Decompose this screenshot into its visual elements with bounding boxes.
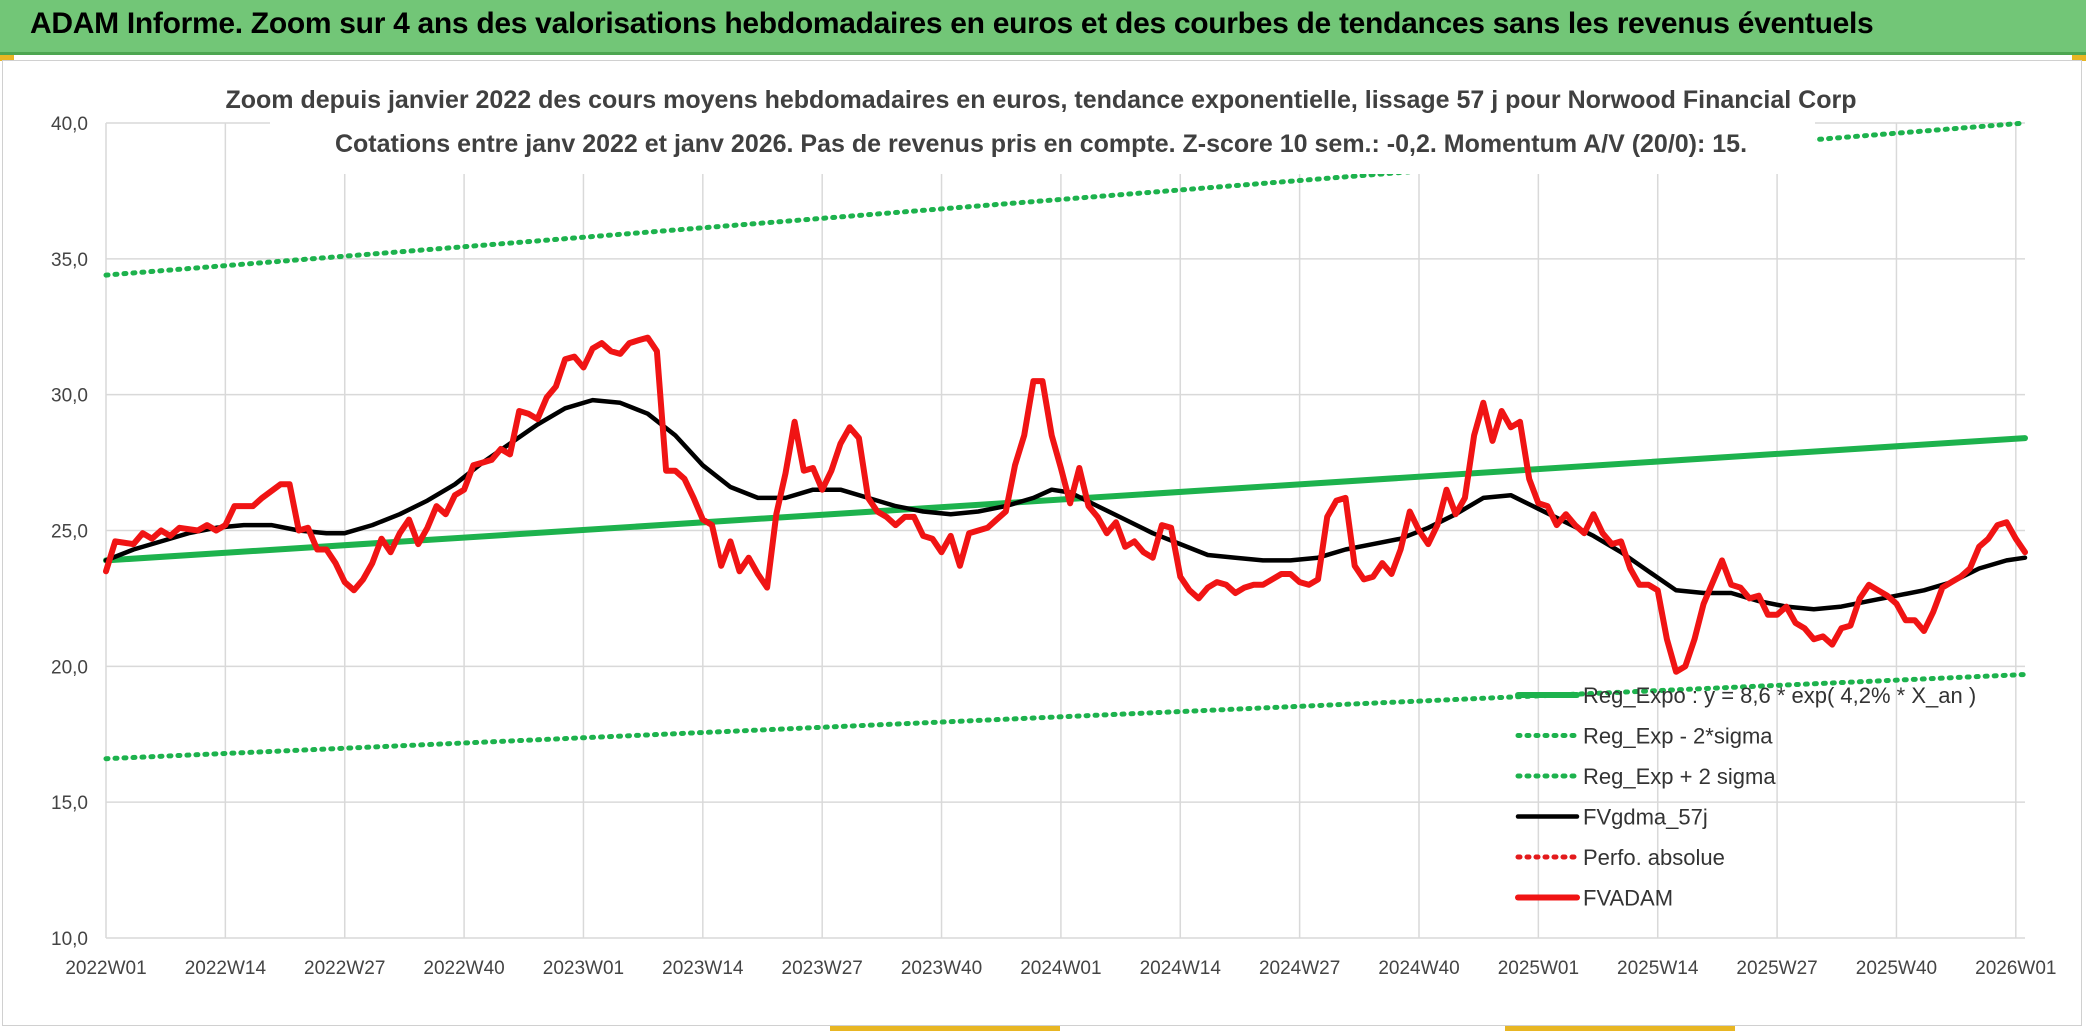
chart-title: Zoom depuis janvier 2022 des cours moyen… [225, 86, 1856, 114]
bottom-accent-left [830, 1026, 1060, 1031]
corner-accent-right [2072, 55, 2086, 61]
x-tick-label: 2024W14 [1140, 958, 1222, 979]
x-tick-label: 2025W01 [1498, 958, 1579, 979]
y-tick-label: 40,0 [51, 114, 88, 135]
x-tick-label: 2025W40 [1856, 958, 1937, 979]
series-line [103, 672, 2028, 762]
x-tick-label: 2022W01 [65, 958, 146, 979]
x-tick-label: 2024W40 [1378, 958, 1459, 979]
legend-label: Perfo. absolue [1583, 845, 1725, 870]
header-banner: ADAM Informe. Zoom sur 4 ans des valoris… [0, 0, 2086, 55]
legend-label: FVADAM [1583, 886, 1673, 911]
corner-accent-left [0, 55, 14, 61]
x-tick-label: 2023W27 [782, 958, 863, 979]
x-tick-label: 2023W01 [543, 958, 624, 979]
x-tick-label: 2023W40 [901, 958, 982, 979]
x-axis-ticks: 2022W01 2022W14 2022W27 2022W40 2023W01 2023W… [65, 958, 2056, 979]
x-tick-label: 2022W27 [304, 958, 385, 979]
x-tick-label: 2024W27 [1259, 958, 1340, 979]
y-tick-label: 35,0 [51, 250, 88, 271]
series-line [103, 435, 2028, 564]
legend-label: Reg_Exp + 2 sigma [1583, 764, 1776, 789]
chart-frame [2, 60, 2082, 1026]
legend-label: Reg_Expo : y = 8,6 * exp( 4,2% * X_an ) [1583, 683, 1976, 708]
title-background [270, 78, 1815, 174]
y-tick-label: 10,0 [51, 929, 88, 950]
y-tick-label: 15,0 [51, 793, 88, 814]
bottom-accent-right [1505, 1026, 1735, 1031]
banner-title: ADAM Informe. Zoom sur 4 ans des valoris… [30, 7, 1874, 40]
chart-subtitle: Cotations entre janv 2022 et janv 2026. … [335, 130, 1747, 158]
legend: Reg_Expo : y = 8,6 * exp( 4,2% * X_an ) R… [1515, 683, 1976, 911]
x-tick-label: 2024W01 [1020, 958, 1101, 979]
gridlines [105, 122, 2025, 939]
series-lines [103, 120, 2028, 762]
series-line [103, 397, 2028, 612]
series-line [103, 334, 2028, 675]
y-tick-label: 25,0 [51, 522, 88, 543]
y-tick-label: 20,0 [51, 657, 88, 678]
x-tick-label: 2025W14 [1617, 958, 1699, 979]
x-tick-label: 2022W40 [423, 958, 504, 979]
legend-label: Reg_Exp - 2*sigma [1583, 724, 1773, 749]
x-tick-label: 2022W14 [185, 958, 267, 979]
x-tick-label: 2026W01 [1975, 958, 2056, 979]
y-tick-label: 30,0 [51, 386, 88, 407]
x-tick-label: 2023W14 [662, 958, 744, 979]
legend-label: FVgdma_57j [1583, 805, 1708, 830]
y-axis-ticks: 10,0 15,0 20,0 25,0 30,0 35,0 40,0 [51, 114, 88, 950]
x-tick-label: 2025W27 [1736, 958, 1817, 979]
